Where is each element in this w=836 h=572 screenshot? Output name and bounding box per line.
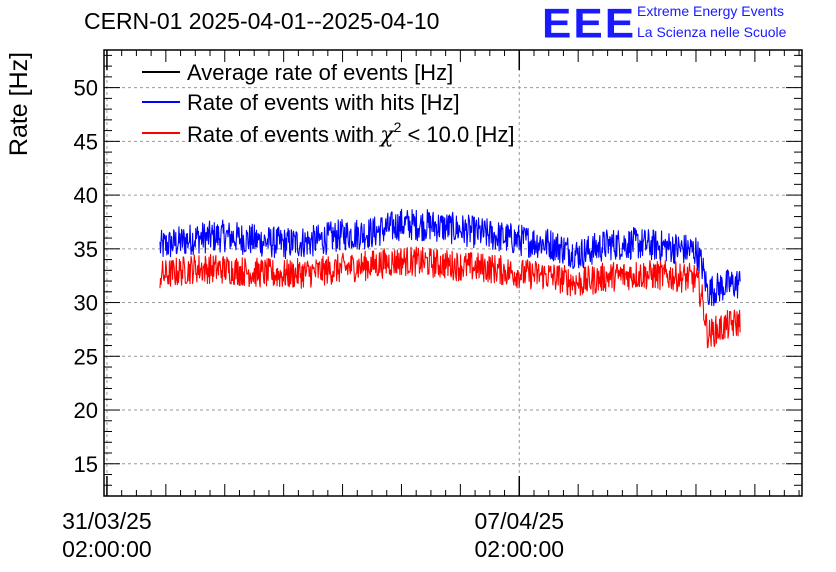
series-line-chi2 (159, 246, 741, 349)
y-tick-label: 35 (74, 237, 98, 262)
logo-subtitle-line2: La Scienza nelle Scuole (637, 24, 787, 40)
x-tick-label-date: 31/03/25 (62, 508, 152, 534)
y-tick-labels: 15 20 25 30 35 40 45 50 (74, 76, 98, 477)
y-tick-label: 40 (74, 183, 98, 208)
legend-chi2-suffix: < 10.0 [Hz] (401, 122, 514, 147)
logo-subtitle-line1: Extreme Energy Events (637, 3, 785, 19)
grid-lines (104, 50, 802, 496)
y-tick-label: 30 (74, 291, 98, 316)
axis-ticks (104, 50, 802, 497)
x-tick-label-time: 02:00:00 (475, 536, 565, 562)
x-tick-label-time: 02:00:00 (62, 536, 152, 562)
legend-label-average: Average rate of events [Hz] (187, 60, 453, 85)
y-tick-label: 45 (74, 129, 98, 154)
legend-label-chi2: Rate of events with χ2 < 10.0 [Hz] (187, 119, 514, 148)
y-tick-label: 15 (74, 452, 98, 477)
y-axis-label: Rate [Hz] (5, 52, 33, 156)
plot-frame (103, 49, 803, 497)
legend-chi2-symbol: χ (378, 123, 395, 148)
legend: Average rate of events [Hz] Rate of even… (142, 60, 514, 148)
chart-title: CERN-01 2025-04-01--2025-04-10 (84, 8, 440, 34)
x-tick-label-date: 07/04/25 (475, 508, 565, 534)
legend-chi2-prefix: Rate of events with (187, 122, 380, 147)
y-tick-label: 50 (74, 76, 98, 101)
series-line-hits (159, 208, 741, 307)
eee-logo: EEE (542, 0, 637, 47)
legend-label-hits: Rate of events with hits [Hz] (187, 90, 460, 115)
y-tick-label: 25 (74, 344, 98, 369)
series-layer (159, 208, 741, 349)
y-tick-label: 20 (74, 398, 98, 423)
legend-chi2-superscript: 2 (394, 119, 402, 135)
